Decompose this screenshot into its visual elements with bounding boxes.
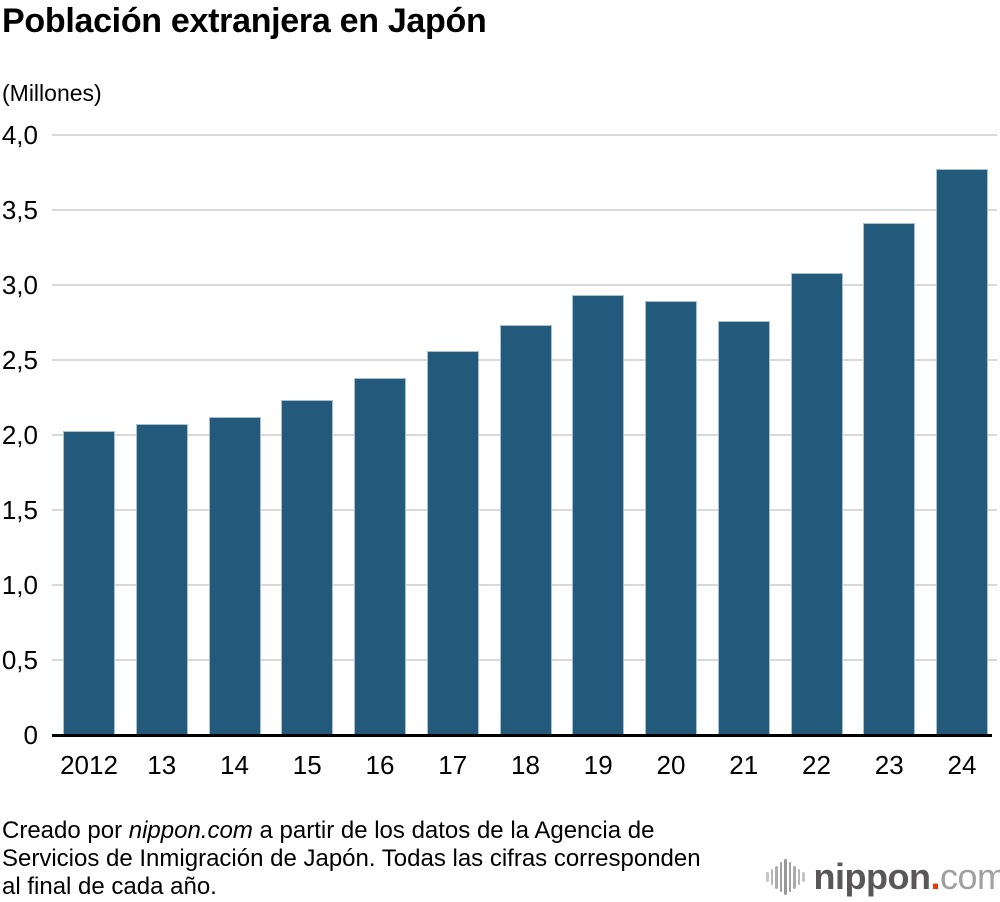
chart-title: Población extranjera en Japón	[2, 2, 487, 40]
x-tick-label-22: 22	[802, 750, 831, 780]
y-tick-label-0,5: 0,5	[1, 645, 38, 675]
x-tick-label-17: 17	[438, 750, 468, 780]
nippon-logo: nippon.com	[766, 855, 1000, 899]
logo-dot: .	[930, 856, 940, 897]
x-tick-label-19: 19	[583, 750, 613, 780]
y-tick-label-4,0: 4,0	[1, 120, 38, 150]
y-tick-label-0: 0	[23, 720, 38, 750]
attribution-text: Creado por	[2, 817, 129, 844]
attribution-line-3: al final de cada año.	[2, 873, 217, 900]
logo-word-nippon: nippon	[813, 856, 931, 897]
gridline-4,0	[52, 134, 997, 136]
plot-area: 4,0 3,5 3,0 2,5 2,0 1,5 1,0 0,5 0 2012 13 14 15 16 17 1…	[1, 120, 997, 780]
y-tick-label-1,0: 1,0	[1, 570, 38, 600]
x-tick-label-23: 23	[874, 750, 904, 780]
bar-21	[717, 321, 770, 735]
logo-word-com: com	[939, 856, 1000, 897]
x-tick-label-14: 14	[220, 750, 249, 780]
y-tick-label-2,5: 2,5	[1, 345, 38, 375]
gridline-3,5	[52, 209, 997, 211]
x-tick-label-2012: 2012	[60, 750, 118, 780]
y-tick-label-1,5: 1,5	[1, 495, 38, 525]
x-axis-line	[52, 734, 992, 737]
gridline-3,0	[52, 284, 997, 286]
nippon-logo-text: nippon.com	[814, 857, 1000, 897]
bar-14	[208, 417, 261, 735]
bar-13	[135, 424, 188, 735]
attribution-brand: nippon.com	[128, 817, 253, 844]
bar-24	[936, 169, 988, 735]
attribution-text: a partir de los datos de la Agencia de	[252, 817, 655, 844]
bar-17	[426, 351, 479, 735]
attribution-line-1: Creado por nippon.com a partir de los da…	[2, 817, 701, 845]
x-tick-label-21: 21	[729, 750, 759, 780]
waveform-icon	[766, 857, 805, 897]
x-tick-label-16: 16	[365, 750, 395, 780]
bar-20	[645, 301, 697, 735]
y-tick-label-3,0: 3,0	[1, 270, 38, 300]
attribution-line-2: Servicios de Inmigración de Japón. Todas…	[2, 845, 701, 872]
bar-16	[354, 378, 406, 735]
x-tick-label-15: 15	[292, 750, 322, 780]
x-tick-label-24: 24	[947, 750, 977, 780]
bar-23	[863, 223, 916, 735]
y-tick-label-2,0: 2,0	[1, 420, 38, 450]
bar-2012	[63, 431, 115, 735]
x-tick-label-20: 20	[656, 750, 686, 780]
bar-22	[790, 273, 843, 735]
y-tick-label-3,5: 3,5	[1, 195, 38, 225]
x-tick-label-18: 18	[511, 750, 540, 780]
x-tick-label-13: 13	[147, 750, 177, 780]
bar-19	[572, 295, 625, 735]
source-attribution: Creado por nippon.com a partir de los da…	[2, 817, 701, 901]
bar-15	[281, 400, 334, 735]
bar-18	[499, 325, 552, 735]
axis-unit-label: (Millones)	[2, 80, 102, 106]
